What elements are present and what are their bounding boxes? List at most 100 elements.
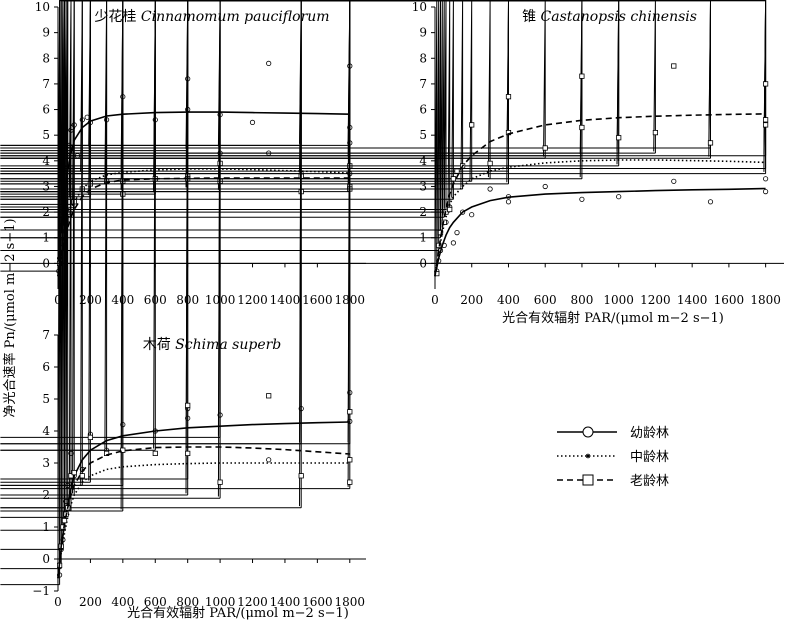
data-point-circle xyxy=(266,457,272,463)
data-point-circle xyxy=(454,230,460,236)
data-point-circle xyxy=(616,194,622,200)
fit-curve-dotted xyxy=(57,462,350,579)
fit-curve-dashed xyxy=(57,177,350,277)
legend-marker-circle xyxy=(582,426,594,438)
y-tick-label: 5 xyxy=(42,392,50,406)
data-point-asterisk xyxy=(0,0,272,272)
x-tick-label: 1200 xyxy=(237,595,268,609)
data-point-square xyxy=(61,518,68,524)
legend-label: 幼龄林 xyxy=(630,426,669,441)
y-tick-label: 7 xyxy=(42,328,50,342)
data-point-square xyxy=(347,457,353,463)
data-point-circle xyxy=(505,199,512,205)
data-point-square xyxy=(542,145,548,151)
data-point-circle xyxy=(487,186,493,192)
x-tick-label: 0 xyxy=(431,293,439,307)
data-point-asterisk xyxy=(0,0,351,193)
data-point-asterisk xyxy=(0,0,218,218)
y-axis-label: 净光合速率 Pn/(μmol m−2 s−1) xyxy=(2,218,18,417)
data-point-square xyxy=(450,176,457,182)
data-point-square xyxy=(87,434,93,441)
data-point-square xyxy=(298,473,304,479)
x-tick-label: 1400 xyxy=(270,595,301,609)
data-point-asterisk xyxy=(0,0,620,167)
y-tick-label: −1 xyxy=(32,584,50,598)
panel-title: 锥 Castanopsis chinensis xyxy=(522,9,697,25)
data-point-asterisk xyxy=(0,0,489,490)
x-tick-label: 1400 xyxy=(270,293,301,307)
y-tick-label: 3 xyxy=(42,456,50,470)
data-point-asterisk xyxy=(0,0,195,195)
data-point-asterisk xyxy=(0,0,512,512)
data-point-square xyxy=(60,524,66,530)
data-point-square xyxy=(347,409,353,415)
panel-title-latin: Schima superb xyxy=(175,337,281,353)
y-tick-label: 1 xyxy=(42,520,50,534)
data-point-square xyxy=(763,117,769,123)
x-tick-label: 1600 xyxy=(714,293,745,307)
data-point-asterisk xyxy=(0,0,192,193)
data-point-circle xyxy=(762,176,769,182)
data-point-circle xyxy=(707,199,714,205)
data-point-square xyxy=(616,135,622,141)
y-tick-label: 4 xyxy=(42,424,50,438)
data-point-asterisk xyxy=(0,0,251,251)
legend-marker-square xyxy=(582,474,594,486)
data-point-square xyxy=(347,479,353,485)
data-point-square xyxy=(266,393,272,399)
x-tick-label: 1800 xyxy=(335,595,366,609)
data-point-asterisk xyxy=(0,0,583,180)
x-tick-label: 600 xyxy=(534,293,557,307)
data-point-circle xyxy=(542,183,548,190)
x-tick-label: 0 xyxy=(54,293,62,307)
y-tick-label: 8 xyxy=(42,51,50,65)
y-tick-label: 4 xyxy=(419,154,427,168)
data-point-square xyxy=(447,206,453,213)
data-point-asterisk xyxy=(0,0,192,193)
data-point-square xyxy=(79,473,85,479)
fit-curve-dashed xyxy=(434,113,766,277)
y-tick-label: 5 xyxy=(419,128,427,142)
y-tick-label: 3 xyxy=(42,179,50,193)
y-tick-label: 0 xyxy=(42,552,50,566)
data-point-circle xyxy=(249,119,256,126)
data-point-circle xyxy=(469,212,475,218)
fit-curve-dashed xyxy=(57,446,350,579)
data-point-square xyxy=(707,140,714,146)
y-tick-label: 3 xyxy=(419,179,427,193)
data-point-circle xyxy=(266,60,272,67)
x-tick-label: 1200 xyxy=(640,293,671,307)
data-point-asterisk xyxy=(0,0,569,570)
data-point-square xyxy=(487,160,493,166)
data-point-asterisk xyxy=(0,0,238,239)
data-point-square xyxy=(120,447,126,453)
data-point-square xyxy=(185,450,191,457)
x-tick-label: 800 xyxy=(176,595,199,609)
x-tick-label: 0 xyxy=(54,595,62,609)
x-axis-label-right-panel: 光合有效辐射 PAR/(μmol m−2 s−1) xyxy=(502,310,724,326)
x-tick-label: 800 xyxy=(570,293,593,307)
data-point-asterisk xyxy=(0,0,184,185)
x-tick-label: 1600 xyxy=(302,595,333,609)
data-point-asterisk xyxy=(0,0,190,190)
data-point-asterisk xyxy=(0,0,767,169)
data-point-square xyxy=(579,73,585,79)
data-point-square xyxy=(469,122,475,128)
data-point-asterisk xyxy=(0,0,512,512)
x-tick-label: 1600 xyxy=(302,293,333,307)
data-point-square xyxy=(579,124,585,131)
data-point-square xyxy=(671,63,677,69)
data-point-square xyxy=(217,479,223,485)
data-point-square xyxy=(763,81,769,87)
data-point-square xyxy=(68,473,74,479)
y-tick-label: 8 xyxy=(419,51,427,65)
data-point-asterisk xyxy=(0,0,499,499)
panel-title-cn: 少花桂 xyxy=(94,9,140,25)
x-tick-label: 200 xyxy=(460,293,483,307)
y-tick-label: 6 xyxy=(419,103,427,117)
data-point-square xyxy=(652,129,659,136)
y-tick-label: 10 xyxy=(412,0,427,14)
y-tick-label: 9 xyxy=(42,26,50,40)
data-point-asterisk xyxy=(0,0,508,509)
